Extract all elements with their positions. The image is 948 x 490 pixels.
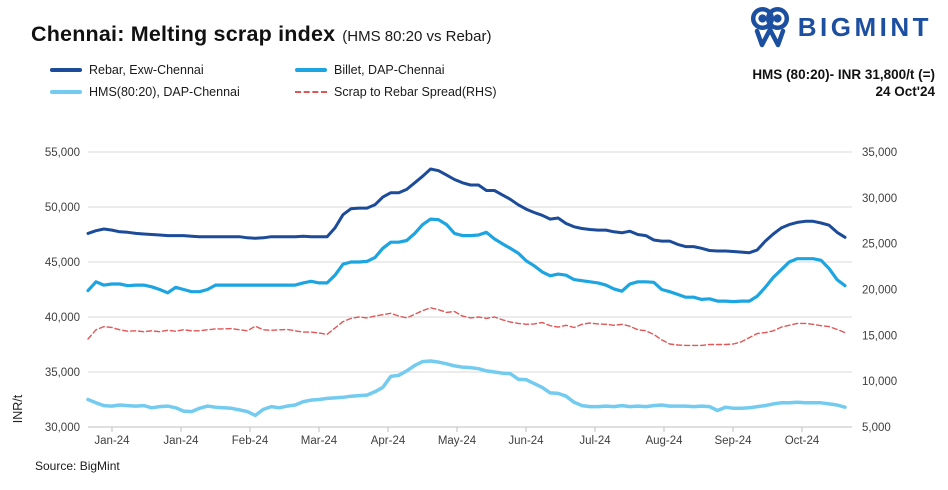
x-axis-tick-label: Aug-24	[645, 435, 683, 447]
legend-label-hms: HMS(80:20), DAP-Chennai	[89, 85, 240, 99]
right-axis-tick-label: 5,000	[862, 422, 891, 434]
left-axis-tick-label: 45,000	[45, 257, 80, 269]
x-axis-tick-label: May-24	[438, 435, 477, 447]
right-axis-tick-label: 35,000	[862, 147, 897, 159]
chart-title: Chennai: Melting scrap index	[31, 22, 336, 46]
legend-row-2: HMS(80:20), DAP-Chennai Scrap to Rebar S…	[50, 81, 610, 103]
legend-label-billet: Billet, DAP-Chennai	[334, 63, 445, 77]
left-axis-tick-label: 55,000	[45, 147, 80, 159]
annotation-price: HMS (80:20)- INR 31,800/t (=)	[752, 67, 935, 82]
billet-line-swatch	[295, 68, 327, 72]
left-axis-tick-label: 50,000	[45, 202, 80, 214]
x-axis-tick-label: Sep-24	[714, 435, 752, 447]
page-title: Chennai: Melting scrap index (HMS 80:20 v…	[31, 22, 491, 47]
legend-item-spread: Scrap to Rebar Spread(RHS)	[295, 85, 497, 99]
right-axis-tick-label: 10,000	[862, 376, 897, 388]
right-axis-tick-label: 15,000	[862, 330, 897, 342]
bigmint-logo: BIGMINT	[750, 5, 932, 49]
series-line-hms	[86, 359, 847, 418]
series-line-billet	[86, 217, 847, 304]
bigmint-logo-icon	[750, 6, 789, 48]
legend-label-spread: Scrap to Rebar Spread(RHS)	[334, 85, 497, 99]
left-axis-tick-label: 30,000	[45, 422, 80, 434]
legend-label-rebar: Rebar, Exw-Chennai	[89, 63, 204, 77]
x-axis-tick-label: Oct-24	[785, 435, 820, 447]
legend-item-rebar: Rebar, Exw-Chennai	[50, 63, 295, 77]
y-axis-label: INR/t	[11, 394, 25, 424]
x-axis-tick-label: Jan-24	[94, 435, 130, 447]
x-axis-tick-label: Apr-24	[371, 435, 406, 447]
hms-line-swatch	[50, 90, 82, 94]
chart-subtitle: (HMS 80:20 vs Rebar)	[342, 28, 492, 45]
legend-item-billet: Billet, DAP-Chennai	[295, 63, 444, 77]
legend-item-hms: HMS(80:20), DAP-Chennai	[50, 85, 295, 99]
annotation-date: 24 Oct'24	[875, 84, 936, 99]
x-axis-tick-label: Mar-24	[301, 435, 338, 447]
source-note: Source: BigMint	[35, 459, 120, 473]
chart-legend: Rebar, Exw-Chennai Billet, DAP-Chennai H…	[50, 59, 610, 103]
right-axis-tick-label: 30,000	[862, 193, 897, 205]
x-axis-tick-label: Jul-24	[579, 435, 611, 447]
legend-row-1: Rebar, Exw-Chennai Billet, DAP-Chennai	[50, 59, 610, 81]
line-chart-svg: 55,000 50,000 45,000 40,000 35,000 30,000 35,0…	[45, 147, 897, 447]
chart-area: INR/t 55,000 50,000 45,000 40,000 35,000 30,0…	[0, 130, 948, 460]
rebar-line-swatch	[50, 68, 82, 72]
x-axis-tick-label: Feb-24	[232, 435, 269, 447]
spread-line-swatch	[295, 91, 327, 93]
x-axis-tick-label: Jun-24	[508, 435, 544, 447]
x-axis-tick-label: Jan-24	[163, 435, 199, 447]
latest-price-annotation: HMS (80:20)- INR 31,800/t (=) 24 Oct'24	[752, 66, 935, 100]
series-line-rebar	[86, 167, 847, 255]
left-axis-tick-label: 35,000	[45, 367, 80, 379]
right-axis-tick-label: 25,000	[862, 239, 897, 251]
series-line-spread	[87, 307, 846, 347]
bigmint-logo-text: BIGMINT	[797, 11, 932, 42]
right-axis-tick-label: 20,000	[862, 285, 897, 297]
left-axis-tick-label: 40,000	[45, 312, 80, 324]
